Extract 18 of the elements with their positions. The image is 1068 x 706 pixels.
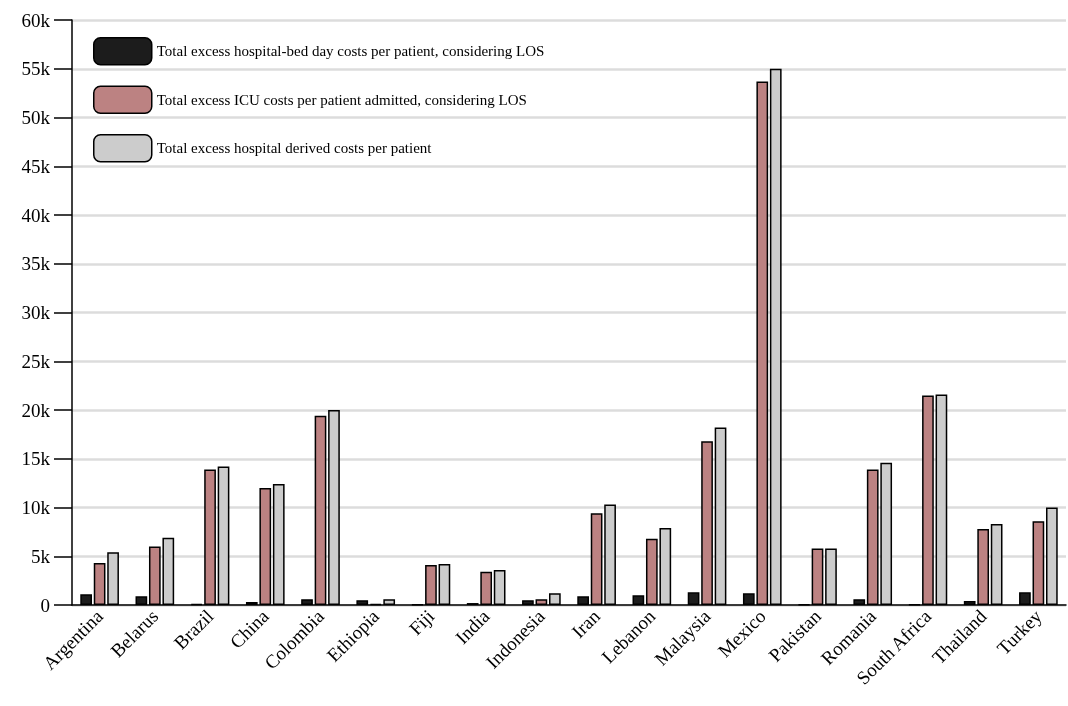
x-tick-label: Iran — [567, 605, 605, 643]
x-tick-label: Fiji — [404, 605, 439, 640]
legend-label: Total excess hospital derived costs per patient — [156, 140, 433, 157]
y-tick-label: 45k — [21, 155, 51, 177]
y-tick-label: 30k — [21, 302, 51, 323]
y-tick-label: 20k — [21, 399, 51, 421]
y-tick-label: 60k — [21, 9, 51, 31]
y-tick-label: 50k — [21, 107, 51, 128]
y-tick-label: 35k — [21, 253, 51, 275]
y-tick-label: 5k — [31, 545, 51, 567]
y-tick-label: 40k — [21, 204, 51, 226]
legend-label: Total excess ICU costs per patient admitted, considering LOS — [156, 91, 527, 108]
y-tick-label: 15k — [21, 448, 51, 470]
y-tick-label: 25k — [21, 350, 51, 372]
y-tick-label: 0 — [40, 594, 50, 616]
y-tick-label: 55k — [21, 58, 51, 80]
legend-label: Total excess hospital-bed day costs per patient, considering LOS — [156, 43, 545, 60]
y-tick-label: 10k — [21, 497, 51, 518]
